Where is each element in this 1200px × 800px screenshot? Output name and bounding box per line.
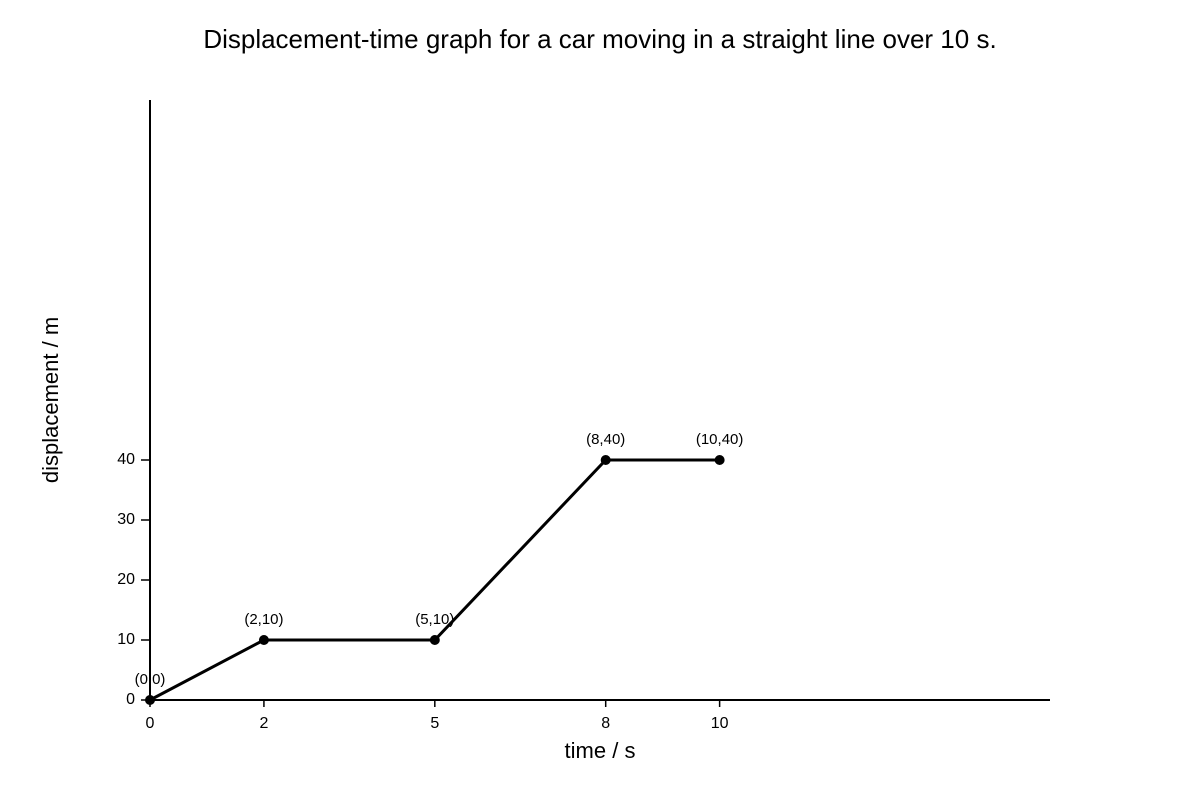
x-axis-label: time / s xyxy=(565,738,636,763)
data-point xyxy=(429,635,440,645)
y-tick-label: 0 xyxy=(126,691,135,708)
data-point xyxy=(714,455,725,465)
data-point xyxy=(258,635,269,645)
data-label: (2,10) xyxy=(244,611,283,628)
data-line xyxy=(149,458,720,702)
x-tick-label: 2 xyxy=(259,715,268,732)
y-tick-label: 20 xyxy=(117,571,135,588)
x-tick-label: 0 xyxy=(146,715,155,732)
chart-title: Displacement-time graph for a car moving… xyxy=(203,24,996,54)
y-tick-label: 30 xyxy=(117,511,135,528)
data-label: (10,40) xyxy=(696,431,744,448)
data-label: (0,0) xyxy=(135,671,166,688)
x-tick-label: 5 xyxy=(430,715,439,732)
data-point xyxy=(145,695,155,705)
data-label: (8,40) xyxy=(586,431,625,448)
data-point xyxy=(600,455,611,465)
y-tick-label: 10 xyxy=(117,631,135,648)
x-tick-label: 10 xyxy=(711,715,729,732)
y-tick-label: 40 xyxy=(117,451,135,468)
x-tick-label: 8 xyxy=(601,715,610,732)
y-axis-label: displacement / m xyxy=(38,317,63,483)
data-label: (5,10) xyxy=(415,611,454,628)
